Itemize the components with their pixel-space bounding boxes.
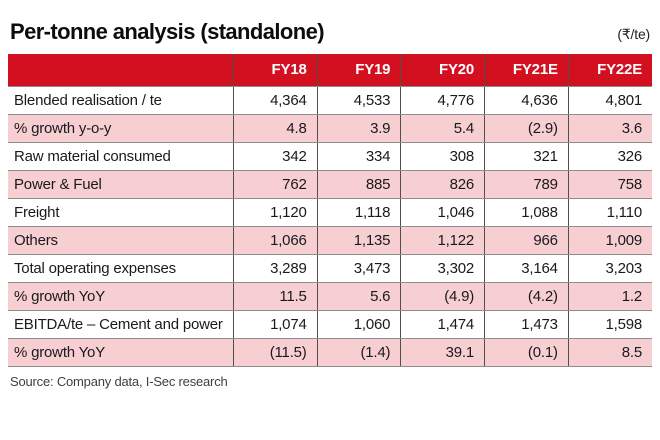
table-row: Freight 1,120 1,118 1,046 1,088 1,110 [8,198,652,227]
cell-value: 4,636 [484,86,569,115]
cell-value: (11.5) [232,338,318,367]
cell-value: 342 [232,142,318,171]
table-row: Raw material consumed 342 334 308 321 326 [8,142,652,171]
cell-value: (2.9) [484,114,569,143]
cell-value: (1.4) [316,338,401,367]
cell-value: 3,289 [232,254,318,283]
cell-value: 1,088 [484,198,569,227]
row-label: Total operating expenses [8,254,234,283]
cell-value: 1,060 [316,310,401,339]
cell-value: 762 [232,170,318,199]
cell-value: (4.2) [484,282,569,311]
cell-value: 334 [316,142,401,171]
cell-value: 3.9 [316,114,401,143]
cell-value: 321 [484,142,569,171]
cell-value: 1,122 [400,226,485,255]
table-header-row: FY18 FY19 FY20 FY21E FY22E [8,54,652,87]
cell-value: 39.1 [400,338,485,367]
cell-value: 1,009 [567,226,652,255]
cell-value: 308 [400,142,485,171]
cell-value: 3,164 [484,254,569,283]
cell-value: 4,801 [567,86,652,115]
cell-value: 8.5 [567,338,652,367]
page-title: Per-tonne analysis (standalone) [10,18,325,44]
per-tonne-analysis-table: FY18 FY19 FY20 FY21E FY22E Blended realisati… [8,54,652,367]
cell-value: 826 [400,170,485,199]
table-row: % growth y-o-y 4.8 3.9 5.4 (2.9) 3.6 [8,114,652,143]
row-label: Blended realisation / te [8,86,234,115]
cell-value: 1.2 [567,282,652,311]
table-row: Others 1,066 1,135 1,122 966 1,009 [8,226,652,255]
cell-value: (0.1) [484,338,569,367]
cell-value: 1,135 [316,226,401,255]
cell-value: 4,776 [400,86,485,115]
cell-value: 789 [484,170,569,199]
cell-value: 5.6 [316,282,401,311]
table-row: EBITDA/te – Cement and power 1,074 1,060 1,… [8,310,652,339]
row-label: % growth YoY [8,282,234,311]
cell-value: 1,474 [400,310,485,339]
source-note: Source: Company data, I-Sec research [10,373,228,389]
row-label: Freight [8,198,234,227]
table-row: % growth YoY 11.5 5.6 (4.9) (4.2) 1.2 [8,282,652,311]
cell-value: 4.8 [232,114,318,143]
cell-value: 966 [484,226,569,255]
cell-value: 5.4 [400,114,485,143]
header-cell-fy19: FY19 [316,54,401,87]
row-label: % growth y-o-y [8,114,234,143]
cell-value: 4,533 [316,86,401,115]
row-label: Raw material consumed [8,142,234,171]
cell-value: 1,473 [484,310,569,339]
row-label: Others [8,226,234,255]
cell-value: 1,110 [567,198,652,227]
cell-value: 1,046 [400,198,485,227]
row-label: Power & Fuel [8,170,234,199]
table-row: Blended realisation / te 4,364 4,533 4,776 4… [8,86,652,115]
cell-value: 1,118 [316,198,401,227]
table-row: % growth YoY (11.5) (1.4) 39.1 (0.1) 8.5 [8,338,652,367]
cell-value: (4.9) [400,282,485,311]
header-cell-fy21e: FY21E [484,54,569,87]
cell-value: 3,302 [400,254,485,283]
cell-value: 11.5 [232,282,318,311]
header-cell-fy18: FY18 [232,54,318,87]
cell-value: 885 [316,170,401,199]
cell-value: 326 [567,142,652,171]
cell-value: 1,120 [232,198,318,227]
cell-value: 3,203 [567,254,652,283]
table-row: Power & Fuel 762 885 826 789 758 [8,170,652,199]
cell-value: 4,364 [232,86,318,115]
cell-value: 1,598 [567,310,652,339]
cell-value: 1,066 [232,226,318,255]
cell-value: 758 [567,170,652,199]
cell-value: 3,473 [316,254,401,283]
row-label: % growth YoY [8,338,234,367]
table-row: Total operating expenses 3,289 3,473 3,302 3… [8,254,652,283]
cell-value: 1,074 [232,310,318,339]
titlebar: Per-tonne analysis (standalone) (₹/te) [0,0,660,44]
header-cell-fy22e: FY22E [567,54,652,87]
cell-value: 3.6 [567,114,652,143]
row-label: EBITDA/te – Cement and power [8,310,234,339]
unit-label: (₹/te) [617,26,650,42]
header-cell-rowlabel [8,54,234,87]
header-cell-fy20: FY20 [400,54,485,87]
table-body: Blended realisation / te 4,364 4,533 4,776 4… [8,86,652,367]
